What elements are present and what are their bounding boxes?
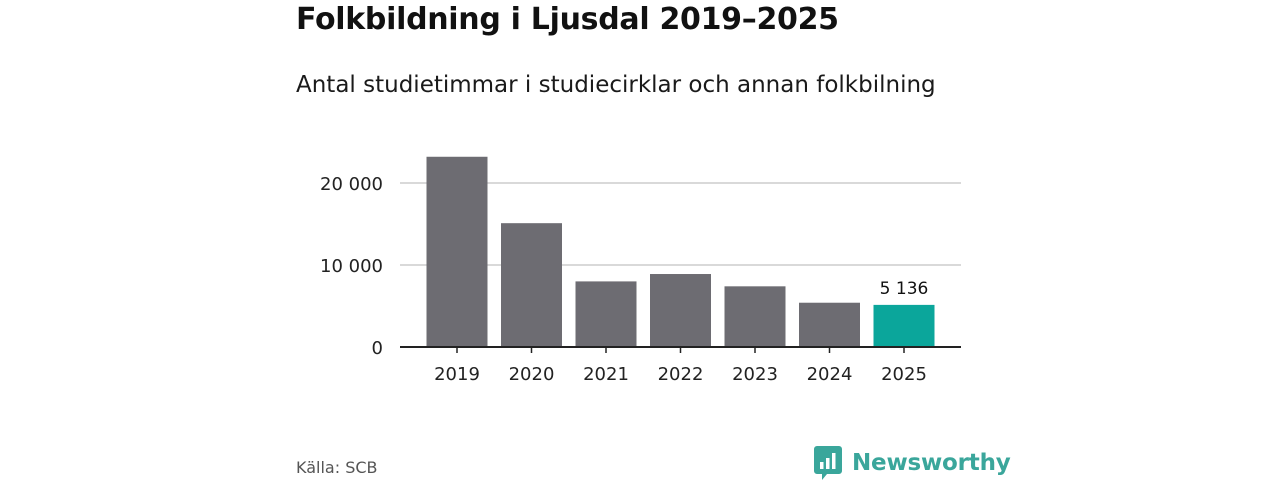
x-tick-label: 2019 — [434, 364, 480, 385]
bar-2024 — [799, 302, 860, 347]
chart-subtitle: Antal studietimmar i studiecirklar och a… — [296, 72, 936, 98]
bar-chart: 0 10 000 20 000 2019 2020 2021 2022 2023 2024 202… — [320, 156, 961, 385]
newsworthy-logo-icon — [814, 446, 842, 480]
grid-layer — [400, 182, 961, 266]
chart-title: Folkbildning i Ljusdal 2019–2025 — [296, 2, 839, 37]
x-tick-label: 2022 — [658, 364, 704, 385]
y-tick-label: 0 — [372, 338, 383, 359]
y-tick-label: 10 000 — [320, 256, 383, 277]
bar-2023 — [724, 286, 786, 347]
bar-2025 — [873, 304, 935, 347]
bar-2019 — [426, 156, 488, 347]
bar-2021 — [575, 281, 637, 347]
data-label: 5 136 — [880, 279, 929, 299]
brand-name: Newsworthy — [852, 450, 1011, 476]
x-tick-label: 2021 — [583, 364, 629, 385]
bar-layer — [426, 156, 935, 347]
bar-2020 — [501, 223, 562, 347]
axis-layer — [400, 346, 961, 353]
x-tick-label: 2020 — [509, 364, 555, 385]
y-tick-label: 20 000 — [320, 174, 383, 195]
newsworthy-logo: Newsworthy — [814, 446, 1011, 480]
x-tick-label: 2025 — [881, 364, 927, 385]
x-tick-label: 2024 — [807, 364, 853, 385]
label-layer: 0 10 000 20 000 2019 2020 2021 2022 2023 2024 202… — [320, 174, 928, 385]
source-note: Källa: SCB — [296, 458, 378, 477]
bar-2022 — [650, 274, 711, 347]
x-tick-label: 2023 — [732, 364, 778, 385]
